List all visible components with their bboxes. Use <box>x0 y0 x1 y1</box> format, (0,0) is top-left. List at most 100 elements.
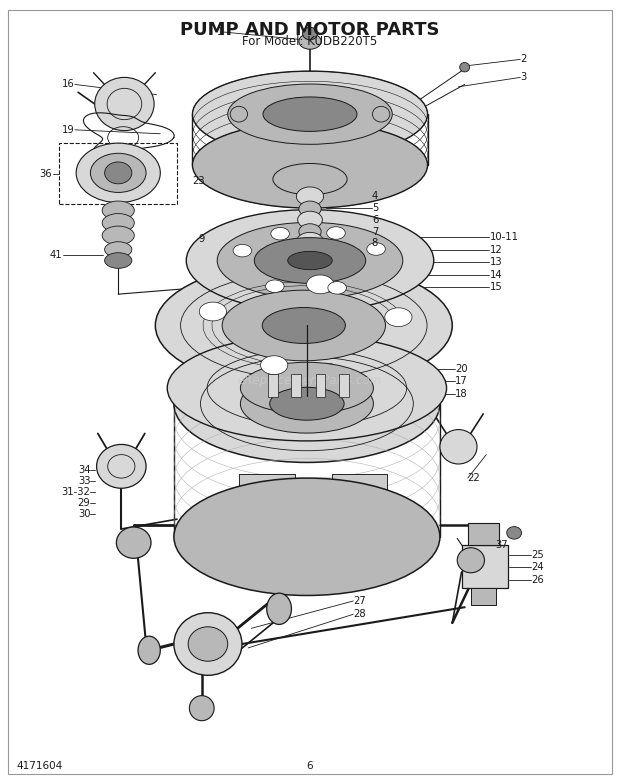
Ellipse shape <box>167 336 446 441</box>
Text: 29: 29 <box>78 498 91 508</box>
Ellipse shape <box>189 695 214 720</box>
Ellipse shape <box>367 243 386 256</box>
Ellipse shape <box>102 213 135 232</box>
Ellipse shape <box>373 107 390 122</box>
Text: 22: 22 <box>467 473 481 483</box>
Ellipse shape <box>138 636 161 664</box>
Text: 36: 36 <box>39 169 51 179</box>
Bar <box>239 474 294 506</box>
Ellipse shape <box>457 548 484 573</box>
Ellipse shape <box>192 71 428 158</box>
Ellipse shape <box>273 164 347 194</box>
Ellipse shape <box>296 187 324 205</box>
Ellipse shape <box>267 593 291 624</box>
Text: 27: 27 <box>353 596 366 606</box>
Text: 25: 25 <box>531 550 544 560</box>
Ellipse shape <box>307 275 334 294</box>
Ellipse shape <box>192 122 428 208</box>
Ellipse shape <box>105 252 132 268</box>
Bar <box>332 474 388 506</box>
Ellipse shape <box>288 252 332 270</box>
Text: 31-32: 31-32 <box>61 487 91 497</box>
Text: 15: 15 <box>489 282 502 292</box>
Text: 37: 37 <box>495 539 508 550</box>
Bar <box>291 374 301 397</box>
Ellipse shape <box>95 78 154 131</box>
Ellipse shape <box>299 34 321 49</box>
Ellipse shape <box>230 107 247 122</box>
Ellipse shape <box>270 387 344 420</box>
Text: 33: 33 <box>78 476 91 486</box>
Text: 7: 7 <box>372 227 378 237</box>
Bar <box>471 588 495 605</box>
Ellipse shape <box>117 527 151 558</box>
Text: 30: 30 <box>78 509 91 519</box>
Bar <box>60 143 177 204</box>
Text: 5: 5 <box>372 203 378 213</box>
Ellipse shape <box>102 226 135 245</box>
Ellipse shape <box>241 362 373 414</box>
Bar <box>467 523 498 545</box>
Ellipse shape <box>296 232 324 251</box>
Bar <box>332 474 388 506</box>
Text: For Model: KUDB220T5: For Model: KUDB220T5 <box>242 35 378 48</box>
Text: 24: 24 <box>531 562 544 572</box>
Text: 8: 8 <box>372 238 378 249</box>
Ellipse shape <box>327 227 345 239</box>
Ellipse shape <box>303 27 317 40</box>
Text: 26: 26 <box>531 575 544 585</box>
Ellipse shape <box>299 223 321 239</box>
Text: 41: 41 <box>50 250 63 260</box>
Ellipse shape <box>174 613 242 675</box>
Text: 20: 20 <box>455 364 468 373</box>
Ellipse shape <box>222 290 386 361</box>
Text: 23: 23 <box>192 176 205 186</box>
Text: 18: 18 <box>455 389 468 398</box>
Ellipse shape <box>263 97 357 132</box>
Ellipse shape <box>97 445 146 488</box>
Ellipse shape <box>105 241 132 257</box>
Text: 2: 2 <box>520 54 527 64</box>
Text: 6: 6 <box>307 761 313 771</box>
Ellipse shape <box>299 201 321 216</box>
Text: 4171604: 4171604 <box>16 761 63 771</box>
Ellipse shape <box>265 280 284 292</box>
Bar <box>268 374 278 397</box>
Text: 9: 9 <box>198 234 205 245</box>
Bar <box>461 545 508 588</box>
Ellipse shape <box>271 227 290 240</box>
Text: 28: 28 <box>353 609 366 619</box>
Ellipse shape <box>174 478 440 596</box>
Ellipse shape <box>174 345 440 463</box>
Ellipse shape <box>91 154 146 192</box>
Ellipse shape <box>254 238 366 283</box>
Ellipse shape <box>217 223 403 299</box>
Text: 12: 12 <box>489 245 502 255</box>
Ellipse shape <box>76 143 161 202</box>
Ellipse shape <box>102 201 135 220</box>
Bar <box>339 374 349 397</box>
Text: 4: 4 <box>372 191 378 201</box>
Text: 34: 34 <box>78 465 91 475</box>
Text: 3: 3 <box>520 72 526 82</box>
Text: PUMP AND MOTOR PARTS: PUMP AND MOTOR PARTS <box>180 20 440 38</box>
Text: 1: 1 <box>217 27 223 37</box>
Ellipse shape <box>459 63 469 72</box>
Text: 17: 17 <box>455 376 468 386</box>
Text: 14: 14 <box>489 270 502 280</box>
Text: 13: 13 <box>489 257 502 267</box>
Ellipse shape <box>328 281 347 294</box>
Ellipse shape <box>188 626 228 661</box>
Ellipse shape <box>507 527 521 539</box>
Text: 6: 6 <box>372 215 378 225</box>
Ellipse shape <box>228 84 392 144</box>
Ellipse shape <box>440 430 477 464</box>
Text: 10-11: 10-11 <box>489 232 518 242</box>
Bar <box>239 474 294 506</box>
Text: 16: 16 <box>62 79 75 89</box>
Text: 19: 19 <box>62 125 75 135</box>
Ellipse shape <box>385 308 412 327</box>
Ellipse shape <box>260 356 288 375</box>
Ellipse shape <box>156 261 452 390</box>
Text: eReplacementParts.com: eReplacementParts.com <box>238 374 382 387</box>
